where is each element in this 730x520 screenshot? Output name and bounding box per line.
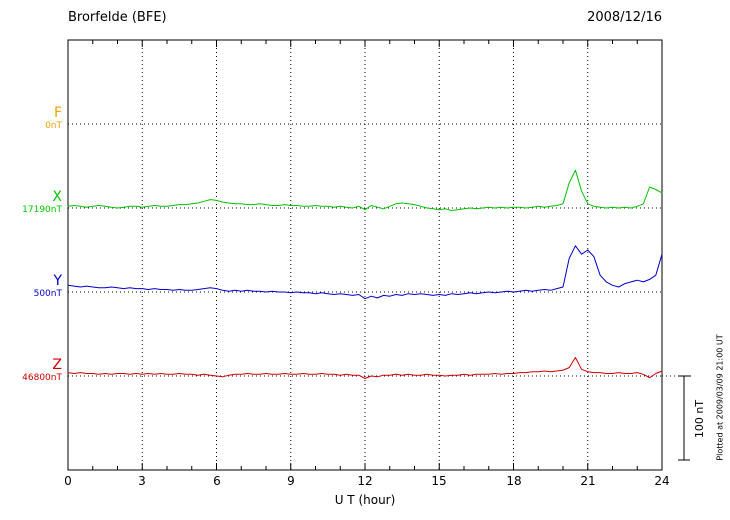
x-tick-label: 6 <box>213 474 221 488</box>
channel-label-Z: Z 46800nT <box>0 357 62 384</box>
x-tick-label: 18 <box>506 474 522 488</box>
channel-label-F: F 0nT <box>0 105 62 132</box>
channel-baseline-value: 500nT <box>33 289 62 299</box>
channel-name: F <box>53 105 62 121</box>
station-title: Brorfelde (BFE) <box>68 10 167 25</box>
x-axis-title: U T (hour) <box>334 493 396 507</box>
channel-name: Y <box>53 273 62 289</box>
channel-baseline-value: 46800nT <box>22 373 62 383</box>
channel-label-X: X 17190nT <box>0 189 62 216</box>
x-tick-label: 24 <box>654 474 670 488</box>
channel-name: Z <box>52 357 62 373</box>
channel-name: X <box>52 189 62 205</box>
date-label: 2008/12/16 <box>587 10 662 25</box>
channel-baseline-value: 0nT <box>45 121 62 131</box>
x-tick-label: 12 <box>357 474 373 488</box>
x-tick-label: 15 <box>431 474 447 488</box>
x-tick-label: 0 <box>64 474 72 488</box>
channel-label-Y: Y 500nT <box>0 273 62 300</box>
scale-bar-label: 100 nT <box>693 399 706 439</box>
x-tick-label: 3 <box>138 474 146 488</box>
channel-baseline-value: 17190nT <box>22 205 62 215</box>
plotted-at-note: Plotted at 2009/03/09 21:00 UT <box>715 334 725 461</box>
x-tick-label: 21 <box>580 474 596 488</box>
x-tick-label: 9 <box>287 474 295 488</box>
